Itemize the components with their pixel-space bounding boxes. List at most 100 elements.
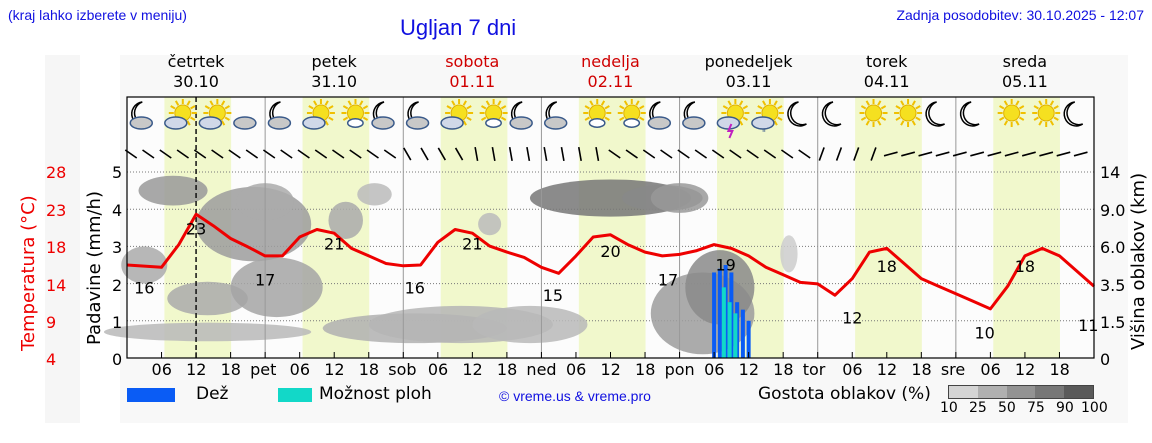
wind-barb [332,149,345,159]
hour-tick-label: 12 [186,360,207,379]
wind-barb [870,147,877,161]
cloud-height-tick: 1.5 [1100,313,1126,332]
location-hint[interactable]: (kraj lahko izberete v meniju) [8,7,187,23]
wind-barb [1021,151,1036,157]
temperature-tick: 23 [46,201,67,220]
moon-cloud-icon [647,101,672,130]
hour-tick-label: 12 [600,360,621,379]
wind-barb [474,146,479,162]
wind-barb [193,149,207,159]
colorbar-tick: 25 [969,400,987,416]
hour-tick-label: 06 [427,360,449,379]
rain-bar [740,309,745,358]
wind-barb [608,149,621,159]
wind-barb [349,149,362,159]
precip-tick: 4 [112,201,123,220]
cloud-height-tick: 14 [1100,163,1121,182]
day-date: 02.11 [587,72,634,91]
colorbar-tick: 90 [1056,400,1074,416]
hour-tick-label: 12 [462,360,483,379]
wind-barb [853,147,860,161]
hour-tick-label: 18 [635,360,656,379]
hour-tick-label: 06 [980,360,1001,379]
day-name: sobota [445,52,500,71]
wind-barb [987,151,1002,157]
wind-barb [245,149,259,159]
wind-barb [560,146,565,162]
wind-barb [297,149,310,159]
temperature-label: 21 [324,234,344,253]
wind-barb [901,151,916,157]
wind-barb [1039,151,1054,157]
day-header: sreda 05.11 [956,52,1094,92]
temperature-axis-title: Temperatura (°C) [18,195,39,351]
cloud-density-blob [138,175,208,206]
sun-icon [1032,99,1061,127]
moon-icon [821,101,842,127]
sun-small-cloud-icon [583,99,612,128]
temperature-tick: 18 [46,238,67,257]
rain-swatch [127,388,175,402]
wind-barb [780,149,794,159]
page-title: Ugljan 7 dni [400,15,517,40]
wind-barb [711,149,725,159]
temperature-label: 12 [842,309,862,328]
showers-label: Možnost ploh [319,384,432,404]
sun-icon [997,99,1026,127]
colorbar-tick: 10 [940,400,958,416]
hour-tick-label: 12 [876,360,898,379]
temperature-label: 16 [405,278,425,297]
precip-tick: 1 [112,313,123,332]
moon-cloud-icon [371,101,395,130]
wind-barb [625,149,638,159]
wind-barb [176,149,189,159]
daylight-band [993,97,1060,358]
hour-tick-label: 12 [1014,360,1036,379]
day-header: torek 04.11 [818,52,956,92]
day-name: sreda [1002,52,1048,71]
temperature-label: 19 [715,256,735,275]
hour-tick-label: 18 [220,360,241,379]
temperature-label: 21 [462,234,482,253]
cloud-density-blob [230,257,323,318]
last-update: Zadnja posodobitev: 30.10.2025 - 12:07 [896,7,1144,23]
moon-cloud-icon [405,101,430,130]
cloud-height-tick: 3.5 [1100,276,1126,295]
hour-tick-label: pet [250,360,277,379]
precip-tick: 5 [112,163,123,182]
temperature-label: 10 [974,324,994,343]
hour-tick-label: tor [802,360,826,379]
day-name: nedelja [581,52,640,71]
wind-barb [660,149,673,159]
hour-tick-label: 12 [324,360,345,379]
copyright-link[interactable]: © vreme.us & vreme.pro [499,388,651,404]
sun-icon [894,99,923,127]
hour-tick-label: ned [526,360,557,379]
wind-barb [314,149,328,159]
wind-barb [729,149,742,159]
wind-barb [420,147,429,161]
day-name: ponedeljek [704,52,793,71]
hour-tick-label: 06 [704,360,725,379]
wind-barb [383,149,397,159]
wind-barb [142,149,155,159]
wind-barb [798,149,811,159]
wind-barb [577,146,582,162]
colorbar-segment [949,386,978,398]
cloud-height-axis-title: Višina oblakov (km) [1128,172,1149,350]
temperature-label: 20 [600,242,620,261]
sun-small-cloud-icon [479,99,508,128]
cloud-density-blob [780,235,798,273]
wind-barb [694,149,708,159]
hour-tick-label: 18 [496,360,518,379]
temperature-label: 23 [186,219,206,238]
wind-barb [677,149,690,159]
day-header: četrtek 30.10 [127,52,265,92]
hour-tick-label: 06 [565,360,587,379]
cloud-density-blob [328,201,363,239]
axis-gap [80,55,120,423]
day-header: sobota 01.11 [403,52,541,92]
moon-cloud-icon [682,101,706,130]
colorbar-tick: 50 [998,400,1016,416]
wind-barb [935,151,950,157]
